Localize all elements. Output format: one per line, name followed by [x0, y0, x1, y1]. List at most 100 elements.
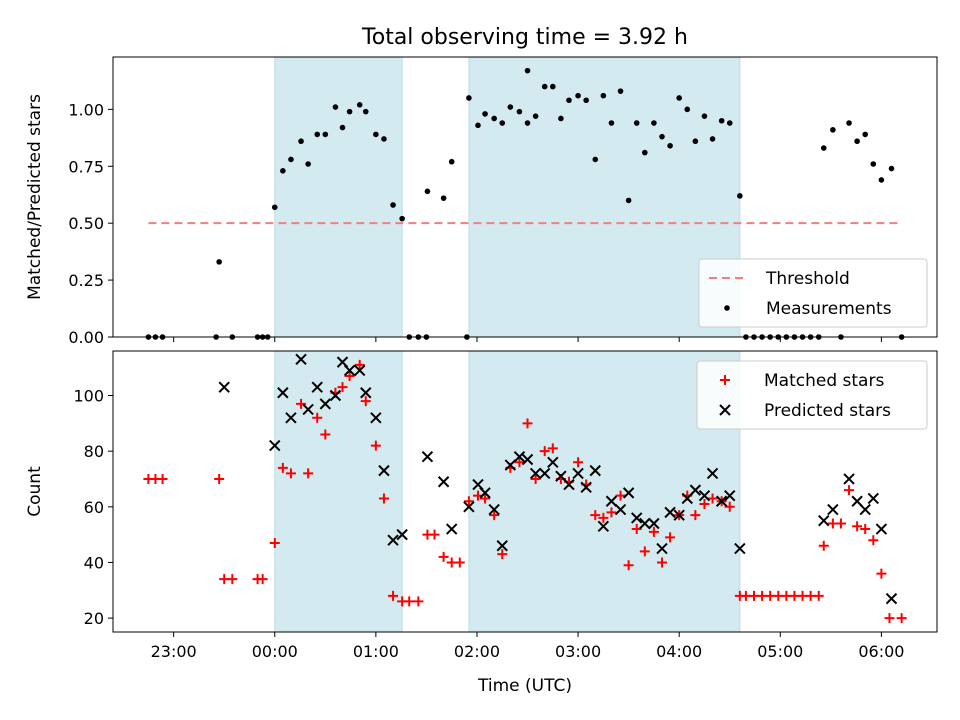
measurement-point — [399, 215, 405, 222]
predicted-star-point — [673, 509, 685, 521]
predicted-star-point — [218, 381, 230, 393]
matched-star-point — [573, 457, 584, 468]
measurement-point — [322, 131, 329, 138]
predicted-star-point — [370, 412, 382, 424]
y-tick-label: 60 — [84, 498, 104, 517]
predicted-star-point — [547, 456, 559, 468]
measurement-point — [424, 188, 431, 195]
predicted-star-point — [818, 515, 830, 527]
measurement-point — [381, 136, 387, 142]
matched-star-point — [639, 546, 650, 557]
predicted-star-point — [302, 403, 314, 416]
count-panel: 20 40 60 80 100 23:00 00:00 01:00 02:00 03:00 04:0… — [25, 350, 938, 661]
matched-star-point — [884, 613, 895, 624]
x-tick-label: 05:00 — [757, 642, 803, 661]
matched-star-point — [337, 382, 348, 393]
matched-star-point — [860, 524, 871, 535]
y-tick-label: 100 — [73, 387, 104, 406]
predicted-star-point — [622, 487, 635, 499]
measurement-point — [820, 145, 827, 151]
predicted-star-point — [513, 451, 526, 463]
matched-star-point — [214, 473, 225, 484]
matched-star-point — [489, 510, 500, 521]
predicted-star-point — [378, 464, 390, 477]
predicted-star-point — [597, 520, 610, 532]
predicted-star-point — [529, 467, 542, 480]
matched-star-point — [429, 529, 440, 540]
measurement-point — [575, 92, 581, 99]
measurement-point — [482, 111, 488, 117]
observing-window-band — [468, 56, 741, 338]
predicted-star-point — [343, 364, 356, 377]
plot-frame — [112, 56, 938, 338]
measurement-point — [667, 142, 673, 149]
measurement-point — [362, 108, 369, 115]
predicted-star-point — [859, 503, 871, 516]
matched-star-point — [463, 496, 474, 507]
predicted-star-point — [329, 389, 342, 402]
measurement-point — [676, 95, 682, 101]
measurement-point — [332, 104, 339, 110]
measurement-point — [390, 202, 396, 208]
legend-label: Matched stars — [764, 371, 884, 391]
predicted-star-point — [463, 501, 475, 513]
matched-star-point — [896, 613, 907, 624]
matched-star-point — [818, 540, 829, 551]
matched-star-point — [157, 473, 168, 484]
measurement-point — [617, 88, 624, 94]
predicted-star-point — [353, 364, 366, 377]
matched-star-point — [378, 493, 389, 504]
measurement-point — [625, 197, 632, 204]
legend-label: Threshold — [765, 269, 850, 289]
legend-measurement-symbol — [724, 305, 730, 311]
y-axis-label: Matched/Predicted stars — [25, 94, 45, 300]
predicted-star-point — [605, 495, 618, 507]
measurement-point — [271, 204, 278, 211]
x-tick-label: 02:00 — [454, 642, 500, 661]
predicted-star-point — [715, 495, 728, 507]
predicted-star-point — [319, 398, 332, 410]
predicted-star-point — [277, 387, 289, 399]
predicted-star-point — [706, 467, 719, 480]
predicted-star-point — [437, 476, 450, 488]
measurement-point — [830, 127, 836, 133]
measurement-point — [701, 113, 708, 119]
matched-star-point — [312, 412, 323, 423]
legend-label: Measurements — [766, 299, 892, 319]
measurement-point — [541, 83, 548, 90]
matched-star-point — [388, 590, 399, 601]
matched-star-point — [285, 468, 296, 479]
matched-star-point — [547, 443, 558, 454]
predicted-star-point — [311, 381, 323, 393]
predicted-star-point — [614, 503, 627, 516]
matched-star-point — [360, 396, 371, 407]
measurement-point — [558, 115, 564, 122]
measurement-point — [888, 165, 895, 172]
measurement-point — [600, 92, 607, 99]
matched-star-point — [514, 457, 525, 468]
measurement-point — [651, 120, 657, 126]
predicted-star-point — [387, 534, 399, 546]
matched-star-point — [269, 537, 280, 548]
predicted-star-point — [724, 489, 736, 502]
predicted-star-point — [827, 503, 839, 516]
legend-predicted-symbol — [719, 404, 731, 416]
matched-star-point — [257, 574, 268, 585]
predicted-star-point — [488, 503, 500, 516]
measurement-point — [718, 117, 725, 124]
predicted-star-point — [504, 459, 517, 471]
matched-star-point — [648, 526, 659, 537]
matched-star-point — [227, 574, 238, 585]
matched-star-point — [656, 557, 667, 568]
y-axis-label: Count — [25, 466, 45, 517]
matched-star-point — [690, 510, 701, 521]
matched-star-point — [699, 499, 710, 510]
measurement-point — [491, 115, 497, 122]
predicted-star-point — [285, 412, 297, 424]
measurement-point — [339, 124, 346, 131]
measurement-point — [633, 120, 640, 126]
predicted-star-point — [656, 542, 668, 555]
y-tick-label: 80 — [84, 442, 104, 461]
measurement-point — [524, 67, 531, 74]
